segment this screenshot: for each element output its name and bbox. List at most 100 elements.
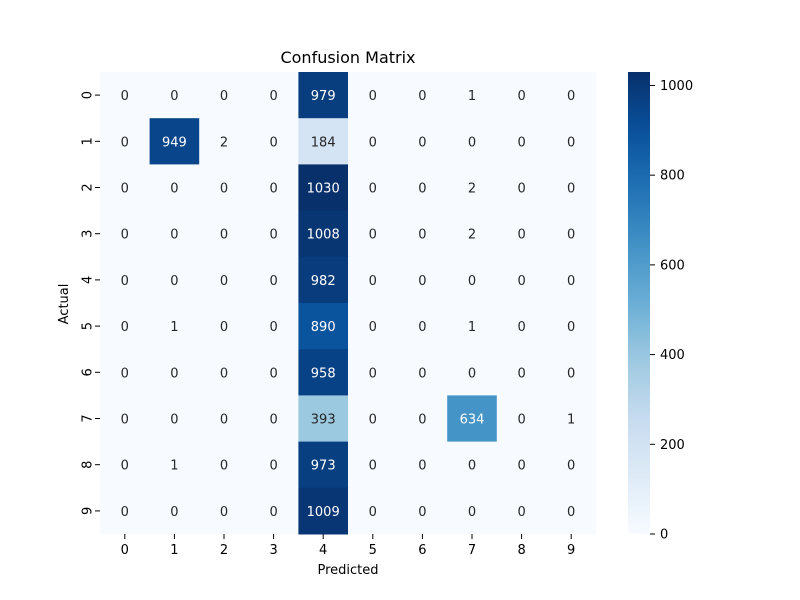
y-tick-label: 5 [81,322,96,330]
heatmap-cell-r9-c1 [149,487,200,535]
heatmap-cell-r1-c8 [496,118,547,165]
cell-value-label-r0-c5: 0 [369,89,377,104]
y-tick-label: 7 [81,414,96,422]
heatmap-cell-r9-c5 [348,487,399,535]
cell-value-label-r0-c3: 0 [269,89,277,104]
cell-value-label-r5-c0: 0 [121,320,129,335]
y-tick-label: 1 [81,137,96,145]
cell-value-label-r1-c2: 2 [220,135,228,150]
cell-value-label-r3-c3: 0 [269,228,277,243]
cell-value-label-r6-c1: 0 [170,366,178,381]
heatmap-cell-r1-c4 [298,118,349,165]
cell-value-label-r7-c2: 0 [220,413,228,428]
colorbar-tick-label: 800 [660,169,685,184]
cell-value-label-r7-c6: 0 [418,413,426,428]
cell-value-label-r6-c9: 0 [567,366,575,381]
cell-value-label-r8-c1: 1 [170,459,178,474]
cell-value-label-r6-c6: 0 [418,366,426,381]
heatmap-cell-r6-c7 [447,349,498,396]
cell-value-label-r8-c6: 0 [418,459,426,474]
heatmap-cell-r9-c0 [100,487,151,535]
heatmap-cell-r4-c6 [397,256,448,304]
heatmap-cell-r6-c9 [546,349,597,396]
heatmap-cell-r3-c3 [248,210,299,258]
heatmap-cell-r6-c4 [298,349,349,396]
heatmap-cell-r9-c2 [199,487,250,535]
heatmap-cell-r3-c6 [397,210,448,258]
cell-value-label-r1-c4: 184 [311,135,336,150]
heatmap-cell-r0-c2 [199,72,250,119]
heatmap-cell-r7-c5 [348,395,399,443]
heatmap-cell-r7-c2 [199,395,250,443]
cell-value-label-r9-c3: 0 [269,505,277,520]
heatmap-cell-r5-c6 [397,303,448,350]
cell-value-label-r3-c0: 0 [121,228,129,243]
heatmap-cell-r2-c4 [298,164,349,212]
heatmap-cell-r1-c2 [199,118,250,165]
heatmap-cell-r8-c8 [496,441,547,489]
x-tick-label: 2 [220,543,228,558]
x-tick-label: 9 [567,543,575,558]
cell-value-label-r7-c4: 393 [311,413,336,428]
cell-value-label-r4-c3: 0 [269,274,277,289]
cell-value-label-r1-c0: 0 [121,135,129,150]
cell-value-label-r9-c0: 0 [121,505,129,520]
cell-value-label-r9-c8: 0 [517,505,525,520]
x-tick-label: 7 [468,543,476,558]
cell-value-label-r1-c8: 0 [517,135,525,150]
heatmap-cell-r2-c9 [546,164,597,212]
y-tick-label: 9 [81,507,96,515]
y-axis-ticks: 0 1 2 3 4 5 6 7 8 9 [81,91,100,515]
heatmap-cell-r2-c5 [348,164,399,212]
heatmap-cell-r5-c4 [298,303,349,350]
cell-value-label-r9-c4: 1009 [307,505,340,520]
heatmap-cell-r5-c8 [496,303,547,350]
heatmap-cell-r8-c6 [397,441,448,489]
x-tick-label: 6 [418,543,426,558]
heatmap-cell-r1-c5 [348,118,399,165]
cell-value-label-r3-c5: 0 [369,228,377,243]
heatmap-cell-r7-c7 [447,395,498,443]
cell-value-label-r6-c0: 0 [121,366,129,381]
cell-value-label-r1-c1: 949 [162,135,187,150]
heatmap-cell-r4-c4 [298,256,349,304]
cell-value-label-r0-c7: 1 [468,89,476,104]
heatmap-cell-r6-c1 [149,349,200,396]
cell-value-label-r4-c4: 982 [311,274,336,289]
cell-value-label-r6-c8: 0 [517,366,525,381]
cell-value-label-r2-c3: 0 [269,182,277,197]
y-tick-label: 0 [81,91,96,99]
cell-value-label-r3-c9: 0 [567,228,575,243]
cell-value-label-r6-c5: 0 [369,366,377,381]
cell-value-label-r8-c5: 0 [369,459,377,474]
cell-value-label-r7-c7: 634 [460,413,485,428]
heatmap-cell-r8-c1 [149,441,200,489]
cell-value-label-r5-c7: 1 [468,320,476,335]
heatmap-cell-r4-c2 [199,256,250,304]
cell-value-label-r6-c4: 958 [311,366,336,381]
heatmap-cell-labels: 0 0 0 0 979 0 0 1 0 0 0 949 2 0 184 0 0 0 0 0 0 0 0 0 1030 0 0 2 0 0 0… [121,89,576,520]
heatmap-cell-r4-c0 [100,256,151,304]
cell-value-label-r0-c1: 0 [170,89,178,104]
cell-value-label-r9-c6: 0 [418,505,426,520]
cell-value-label-r9-c9: 0 [567,505,575,520]
y-tick-label: 3 [81,230,96,238]
heatmap-cell-r0-c5 [348,72,399,119]
colorbar-tick-label: 200 [660,438,685,453]
cell-value-label-r8-c8: 0 [517,459,525,474]
cell-value-label-r4-c0: 0 [121,274,129,289]
heatmap-cell-r9-c4 [298,487,349,535]
heatmap-cell-r9-c6 [397,487,448,535]
cell-value-label-r0-c4: 979 [311,89,336,104]
heatmap-cell-r1-c1 [149,118,200,165]
cell-value-label-r8-c0: 0 [121,459,129,474]
heatmap-cell-r2-c8 [496,164,547,212]
chart-title: Confusion Matrix [280,48,415,67]
colorbar-tick-label: 0 [660,528,668,543]
cell-value-label-r1-c3: 0 [269,135,277,150]
cell-value-label-r0-c9: 0 [567,89,575,104]
heatmap-cell-r1-c6 [397,118,448,165]
colorbar-ticks: 0 200 400 600 800 1000 [650,79,693,543]
heatmap-cell-r4-c8 [496,256,547,304]
